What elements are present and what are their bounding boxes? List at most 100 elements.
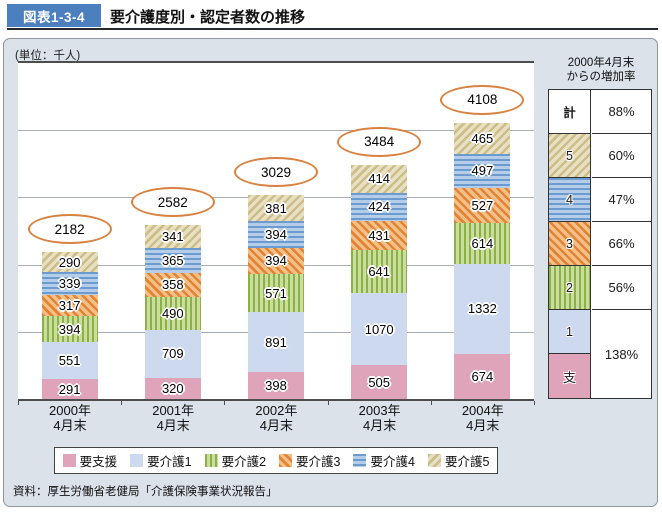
x-axis-label-line: 4月末 (466, 418, 500, 433)
total-badge: 2582 (130, 187, 215, 218)
legend-label: 要介護4 (370, 455, 415, 469)
bar-segment-value: 394 (265, 226, 287, 242)
bar-segment-value: 341 (161, 229, 184, 245)
bar-segment-value: 490 (161, 305, 184, 321)
bar-segment-value: 381 (265, 200, 287, 216)
x-axis-tick (224, 401, 226, 405)
bar-segment-care4: 394 (248, 221, 304, 248)
legend-swatch-care1 (130, 454, 144, 467)
bar-segment-value: 431 (368, 228, 391, 244)
bar-segment-care2: 614 (454, 222, 511, 265)
bar-segment-care4: 365 (144, 248, 201, 273)
bar-segment-care5: 290 (41, 252, 98, 272)
rate-table-title: 2000年4月末 からの増加率 (531, 56, 662, 84)
rate-label-cell-care5: 5 (549, 134, 591, 178)
bar-segment-support: 398 (248, 372, 304, 399)
x-axis-label-line: 2003年 (358, 403, 401, 418)
gridline (18, 130, 534, 132)
bar-segment-care5: 341 (144, 225, 201, 249)
rate-label-cell-care2: 2 (549, 266, 591, 310)
legend-item-care1: 要介護1 (130, 451, 192, 470)
rate-label-cell-care3: 3 (549, 222, 591, 266)
source-note: 資料：厚生労働省老健局「介護保険事業状況報告」 (13, 486, 278, 498)
bar-segment-care5: 465 (454, 122, 511, 155)
x-axis-label-line: 4月末 (53, 418, 87, 433)
rate-value-cell-care5: 60% (592, 134, 651, 178)
rate-value-cell-total: 88% (592, 90, 651, 134)
header-divider (7, 28, 658, 30)
bar-segment-support: 291 (41, 379, 98, 399)
bar-segment-value: 317 (58, 297, 81, 313)
x-axis-label-line: 4月末 (156, 418, 190, 433)
stacked-bar: 291 551 394 317 339 290 (41, 63, 98, 399)
x-axis-label: 2004年 4月末 (431, 403, 535, 433)
rate-table-title-line1: 2000年4月末 (567, 57, 635, 69)
rate-row-label: 支 (563, 370, 576, 385)
bar-segment-value: 505 (368, 374, 391, 390)
legend-item-care4: 要介護4 (353, 451, 415, 470)
legend-swatch-care4 (353, 454, 367, 467)
legend-label: 要介護2 (221, 455, 267, 469)
bar-segment-value: 527 (471, 197, 494, 213)
bar-segment-care5: 381 (248, 195, 304, 222)
bar-segment-care1: 1332 (454, 264, 511, 354)
x-axis-label: 2002年 4月末 (224, 403, 328, 433)
bar-segment-care5: 414 (351, 164, 408, 193)
total-badge: 4108 (440, 84, 525, 115)
rate-row-label: 4 (566, 192, 573, 207)
x-axis-line (18, 399, 534, 401)
bar-segment-value: 1332 (467, 301, 497, 317)
bar-segment-care2: 490 (144, 296, 201, 330)
total-badge: 3029 (234, 157, 318, 188)
bar-segment-value: 394 (265, 253, 287, 269)
bar-segment-value: 497 (471, 163, 494, 179)
bar-segment-value: 891 (265, 334, 287, 350)
bar-segment-care4: 424 (351, 192, 408, 222)
legend-item-care3: 要介護3 (279, 451, 340, 470)
bar-segment-care1: 709 (144, 329, 201, 378)
x-axis-label-line: 2001年 (152, 403, 195, 418)
legend-label: 要介護5 (444, 455, 490, 469)
bar-segment-value: 339 (58, 275, 81, 291)
bar-segment-care1: 551 (41, 342, 98, 380)
increase-rate-table: 計 88% 5 60% 4 47% 3 66% 2 56% 1 138% 支 (548, 89, 652, 399)
bar-segment-care4: 339 (41, 271, 98, 295)
x-axis-label-line: 2002年 (255, 403, 298, 418)
page-title: 要介護度別・認定者数の推移 (110, 9, 306, 26)
legend: 要支援 要介護1 要介護2 要介護3 要介護4 要介護5 (54, 447, 498, 474)
rate-table-title-line2: からの増加率 (566, 71, 636, 83)
rate-label-cell-total: 計 (549, 90, 591, 134)
legend-item-care5: 要介護5 (427, 451, 490, 470)
stacked-bar: 320 709 490 358 365 341 (144, 63, 201, 399)
bar-segment-value: 394 (58, 321, 81, 337)
x-axis-tick (327, 401, 329, 405)
total-badge: 3484 (337, 126, 422, 157)
x-axis-tick (18, 401, 19, 405)
x-axis-label: 2003年 4月末 (328, 403, 432, 433)
bar-segment-care1: 1070 (351, 293, 408, 366)
rate-value-cell-care1: 138% (592, 310, 651, 398)
stacked-bar: 505 1070 641 431 424 414 (351, 63, 408, 399)
bar-segment-value: 551 (58, 353, 81, 369)
plot-area: 291 551 394 317 339 290 2182 320 709 490 358 365 341… (18, 63, 534, 399)
stacked-bar: 674 1332 614 527 497 465 (454, 63, 511, 399)
bar-segment-care2: 394 (41, 315, 98, 343)
x-axis-label-line: 4月末 (259, 418, 293, 433)
bar-segment-value: 290 (58, 254, 81, 270)
figure-number-badge: 図表1-3-4 (7, 4, 101, 27)
x-axis-tick (121, 401, 123, 405)
bar-segment-value: 674 (471, 368, 494, 384)
x-axis-tick (430, 401, 432, 405)
x-axis-label-line: 2000年 (49, 403, 91, 418)
rate-row-label: 計 (563, 106, 576, 120)
rate-value-cell-care4: 47% (592, 178, 651, 222)
bar-segment-care2: 571 (248, 274, 304, 313)
chart-panel: (単位：千人) 291 551 394 317 339 290 2182 320 709 490 3… (3, 38, 658, 507)
rate-label-cell-care4: 4 (549, 178, 591, 222)
bar-segment-value: 571 (265, 285, 287, 301)
total-badge: 2182 (27, 214, 112, 245)
bar-segment-support: 674 (454, 353, 511, 399)
legend-label: 要介護3 (296, 455, 341, 469)
x-axis-label: 2000年 4月末 (18, 403, 122, 433)
unit-label: (単位：千人) (15, 50, 81, 62)
